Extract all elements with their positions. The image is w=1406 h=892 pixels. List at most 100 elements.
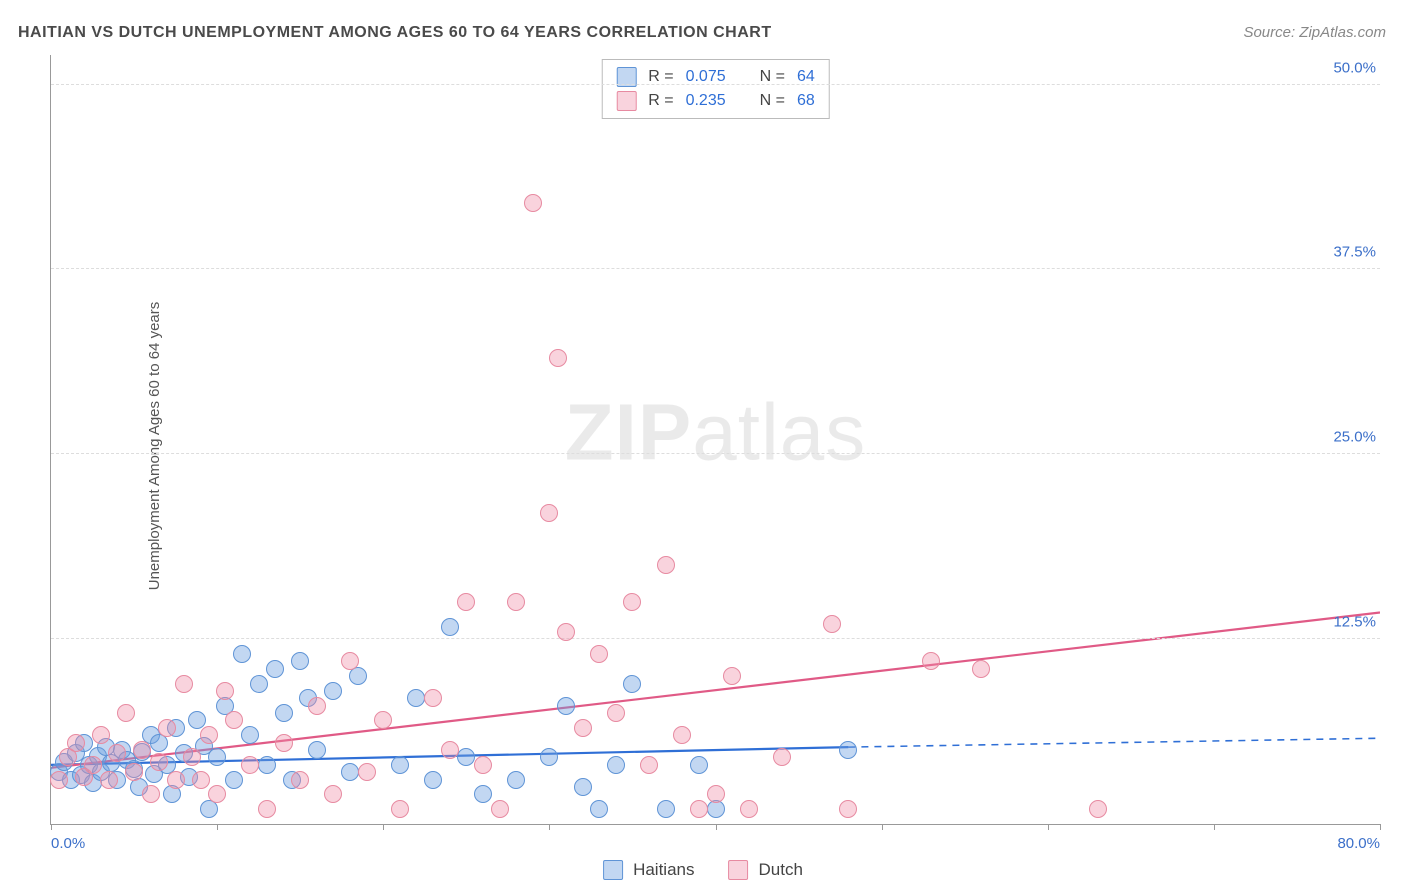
scatter-point xyxy=(250,675,268,693)
x-tick xyxy=(1380,824,1381,830)
scatter-point xyxy=(507,771,525,789)
chart-title: HAITIAN VS DUTCH UNEMPLOYMENT AMONG AGES… xyxy=(18,24,772,42)
scatter-point xyxy=(491,800,509,818)
scatter-point xyxy=(183,748,201,766)
scatter-point xyxy=(216,682,234,700)
scatter-point xyxy=(441,741,459,759)
scatter-point xyxy=(557,697,575,715)
x-tick xyxy=(882,824,883,830)
scatter-point xyxy=(67,734,85,752)
scatter-point xyxy=(275,704,293,722)
scatter-point xyxy=(557,623,575,641)
scatter-plot-area: ZIPatlas R = 0.075N = 64R = 0.235N = 68 … xyxy=(50,55,1380,825)
scatter-point xyxy=(839,800,857,818)
x-tick xyxy=(1214,824,1215,830)
y-tick-label: 25.0% xyxy=(1333,429,1376,446)
scatter-point xyxy=(623,675,641,693)
scatter-point xyxy=(241,726,259,744)
x-tick-label: 0.0% xyxy=(51,835,85,852)
source-attribution: Source: ZipAtlas.com xyxy=(1243,24,1386,41)
scatter-point xyxy=(623,593,641,611)
scatter-point xyxy=(839,741,857,759)
scatter-point xyxy=(225,771,243,789)
scatter-point xyxy=(1089,800,1107,818)
legend-item: Haitians xyxy=(603,860,694,880)
gridline xyxy=(51,268,1380,269)
scatter-point xyxy=(391,756,409,774)
scatter-point xyxy=(258,756,276,774)
scatter-point xyxy=(241,756,259,774)
x-tick xyxy=(217,824,218,830)
scatter-point xyxy=(358,763,376,781)
scatter-point xyxy=(142,785,160,803)
scatter-point xyxy=(524,194,542,212)
scatter-point xyxy=(341,763,359,781)
scatter-point xyxy=(457,593,475,611)
scatter-point xyxy=(92,726,110,744)
scatter-point xyxy=(972,660,990,678)
scatter-point xyxy=(607,704,625,722)
scatter-point xyxy=(341,652,359,670)
gridline xyxy=(51,453,1380,454)
x-tick xyxy=(716,824,717,830)
scatter-point xyxy=(740,800,758,818)
scatter-point xyxy=(773,748,791,766)
trend-lines xyxy=(51,55,1380,824)
scatter-point xyxy=(200,726,218,744)
y-tick-label: 50.0% xyxy=(1333,59,1376,76)
scatter-point xyxy=(690,800,708,818)
scatter-point xyxy=(208,748,226,766)
scatter-point xyxy=(540,748,558,766)
scatter-point xyxy=(275,734,293,752)
scatter-point xyxy=(474,756,492,774)
x-tick xyxy=(51,824,52,830)
scatter-point xyxy=(823,615,841,633)
scatter-point xyxy=(407,689,425,707)
scatter-point xyxy=(574,778,592,796)
scatter-point xyxy=(84,756,102,774)
x-tick-label: 80.0% xyxy=(1337,835,1380,852)
watermark: ZIPatlas xyxy=(565,386,866,478)
scatter-point xyxy=(324,682,342,700)
x-tick xyxy=(549,824,550,830)
scatter-point xyxy=(117,704,135,722)
scatter-point xyxy=(167,771,185,789)
scatter-point xyxy=(707,785,725,803)
scatter-point xyxy=(507,593,525,611)
scatter-point xyxy=(424,689,442,707)
scatter-point xyxy=(308,741,326,759)
gridline xyxy=(51,638,1380,639)
scatter-point xyxy=(175,675,193,693)
scatter-point xyxy=(291,652,309,670)
scatter-point xyxy=(150,753,168,771)
scatter-point xyxy=(457,748,475,766)
gridline xyxy=(51,84,1380,85)
scatter-point xyxy=(424,771,442,789)
series-legend: Haitians Dutch xyxy=(603,860,803,880)
scatter-point xyxy=(225,711,243,729)
scatter-point xyxy=(441,618,459,636)
scatter-point xyxy=(922,652,940,670)
scatter-point xyxy=(540,504,558,522)
scatter-point xyxy=(474,785,492,803)
scatter-point xyxy=(324,785,342,803)
scatter-point xyxy=(233,645,251,663)
scatter-point xyxy=(50,771,68,789)
scatter-point xyxy=(590,800,608,818)
scatter-point xyxy=(100,771,118,789)
scatter-point xyxy=(723,667,741,685)
scatter-point xyxy=(549,349,567,367)
scatter-point xyxy=(640,756,658,774)
legend-item: Dutch xyxy=(729,860,803,880)
scatter-point xyxy=(657,556,675,574)
scatter-point xyxy=(574,719,592,737)
scatter-point xyxy=(125,763,143,781)
x-tick xyxy=(383,824,384,830)
y-tick-label: 12.5% xyxy=(1333,614,1376,631)
legend-row: R = 0.075N = 64 xyxy=(616,65,815,89)
y-tick-label: 37.5% xyxy=(1333,244,1376,261)
scatter-point xyxy=(607,756,625,774)
scatter-point xyxy=(657,800,675,818)
scatter-point xyxy=(258,800,276,818)
scatter-point xyxy=(590,645,608,663)
